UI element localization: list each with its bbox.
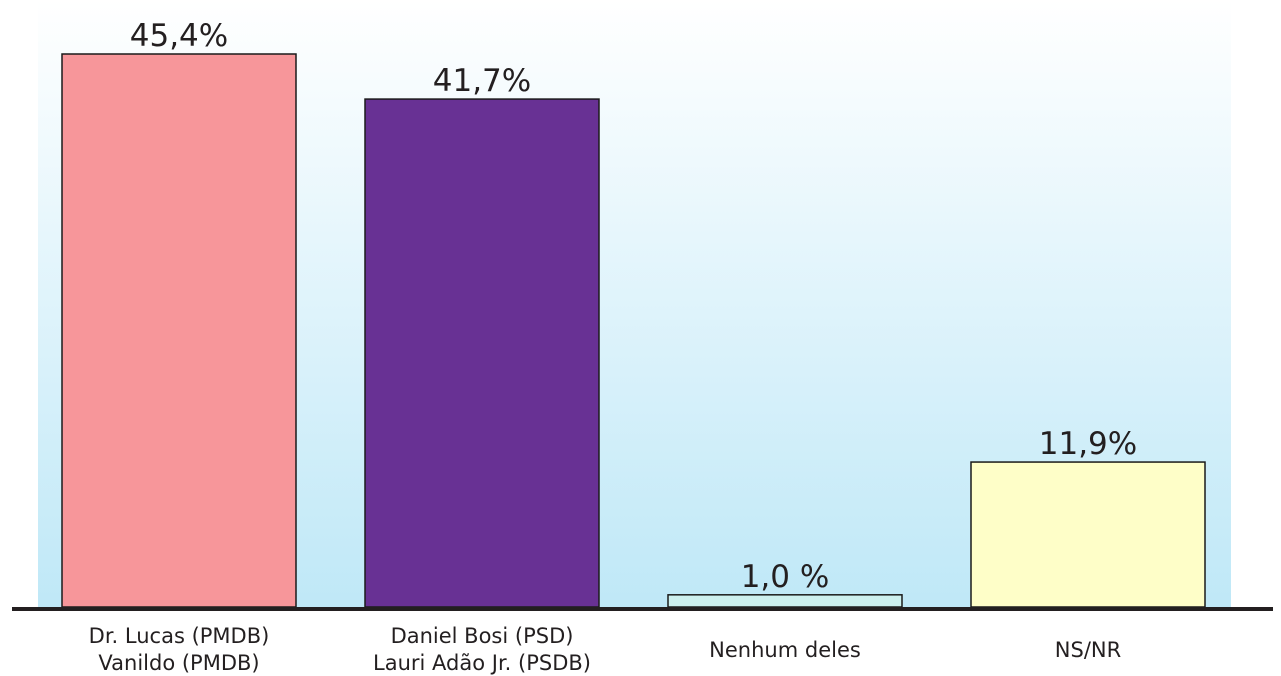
category-label-2-line-2: Lauri Adão Jr. (PSDB) bbox=[373, 651, 591, 675]
bar-1 bbox=[61, 53, 297, 608]
bar-value-label-1: 45,4% bbox=[130, 18, 228, 54]
bar-3 bbox=[667, 594, 903, 608]
category-label-2-line-1: Daniel Bosi (PSD) bbox=[391, 624, 574, 648]
bar-value-label-3: 1,0 % bbox=[741, 559, 830, 595]
category-label-4-line-1: NS/NR bbox=[1055, 638, 1121, 662]
category-label-3-line-1: Nenhum deles bbox=[709, 638, 861, 662]
category-label-1-line-1: Dr. Lucas (PMDB) bbox=[89, 624, 270, 648]
bar-value-label-2: 41,7% bbox=[433, 63, 531, 99]
bar-2 bbox=[364, 98, 600, 608]
category-label-1-line-2: Vanildo (PMDB) bbox=[98, 651, 259, 675]
bar-value-label-4: 11,9% bbox=[1039, 426, 1137, 462]
bar-4 bbox=[970, 461, 1206, 608]
